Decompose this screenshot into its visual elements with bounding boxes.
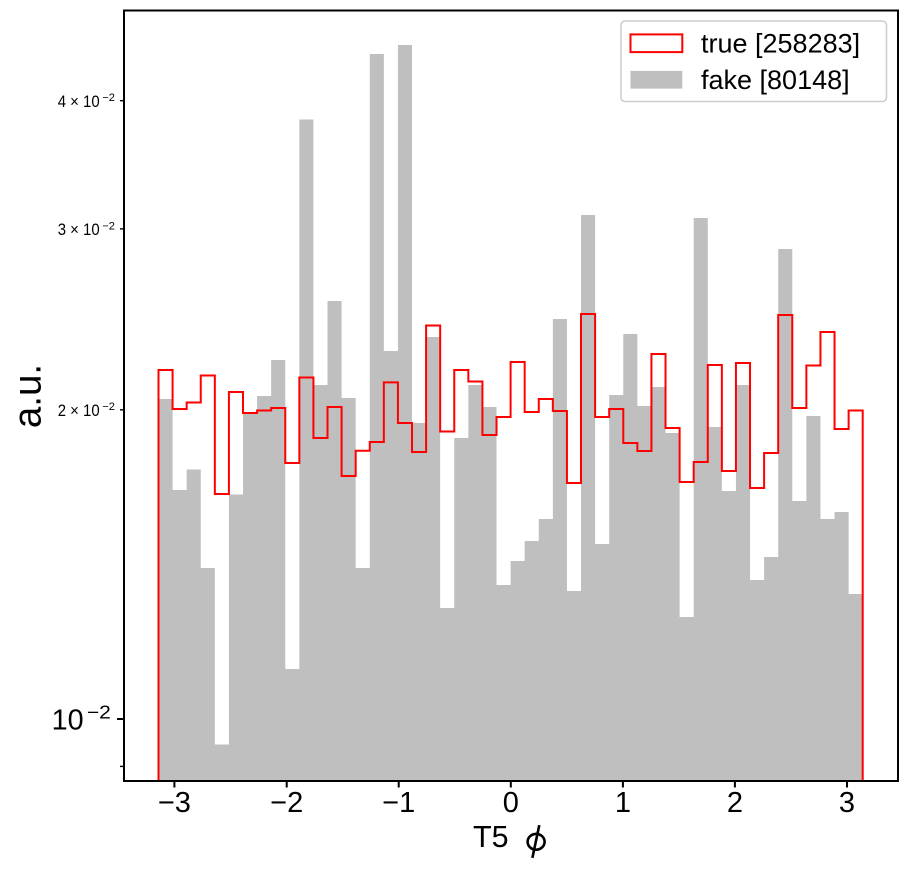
svg-text:T5: T5	[473, 820, 509, 854]
svg-text:3: 3	[839, 787, 855, 819]
svg-text:3 × 10: 3 × 10	[58, 220, 100, 239]
svg-text:−2: −2	[102, 220, 115, 232]
svg-text:−2: −2	[270, 787, 303, 819]
svg-text:−3: −3	[158, 787, 191, 819]
svg-text:10: 10	[52, 705, 84, 737]
svg-text:−2: −2	[102, 92, 115, 104]
svg-text:4 × 10: 4 × 10	[58, 92, 100, 111]
svg-text:−2: −2	[102, 401, 115, 413]
svg-text:−2: −2	[87, 702, 111, 723]
svg-text:fake [80148]: fake [80148]	[701, 65, 850, 95]
svg-text:1: 1	[615, 787, 631, 819]
svg-text:0: 0	[503, 787, 519, 819]
svg-text:2 × 10: 2 × 10	[58, 401, 100, 420]
svg-text:true [258283]: true [258283]	[701, 29, 860, 59]
svg-text:a.u.: a.u.	[7, 364, 50, 428]
svg-text:2: 2	[727, 787, 743, 819]
svg-text:−1: −1	[382, 787, 415, 819]
